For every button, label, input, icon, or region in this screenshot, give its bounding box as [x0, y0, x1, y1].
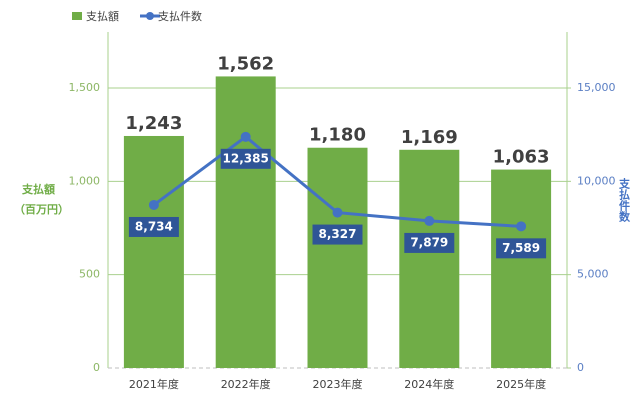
value-label-box: [128, 216, 179, 237]
bar-value-label: 1,180: [309, 125, 366, 146]
y-tick-label: 1,000: [69, 174, 101, 187]
bar-value-label: 1,063: [493, 147, 550, 168]
y-tick-label: 1,500: [69, 81, 101, 94]
line-value-label: 7,589: [502, 241, 540, 255]
y2-axis-label: 支払件数: [618, 177, 632, 223]
bar: [215, 76, 276, 368]
x-tick-label: 2022年度: [221, 377, 271, 391]
value-label-box: [496, 238, 547, 259]
value-label-box: [404, 232, 455, 253]
y2-tick-label: 15,000: [577, 81, 616, 94]
y-axis-label: 支払額: [21, 182, 55, 196]
y-tick-label: 0: [93, 361, 100, 374]
legend-swatch: [72, 12, 82, 20]
x-tick-label: 2023年度: [313, 377, 363, 391]
y-axis-unit: （百万円）: [14, 203, 69, 216]
y-tick-label: 500: [79, 268, 100, 281]
bar-value-label: 1,243: [125, 113, 182, 134]
line-point: [332, 207, 343, 218]
legend-label: 支払額: [86, 9, 119, 23]
legend-marker: [146, 12, 154, 20]
line-point: [516, 221, 527, 232]
bar: [123, 135, 184, 368]
bar-value-label: 1,169: [401, 127, 458, 148]
line-value-label: 12,385: [223, 151, 269, 165]
bar-value-label: 1,562: [217, 53, 274, 74]
bar: [491, 169, 552, 368]
legend-label: 支払件数: [158, 9, 202, 23]
bar: [399, 149, 460, 368]
x-tick-label: 2021年度: [129, 377, 179, 391]
x-tick-label: 2025年度: [496, 377, 546, 391]
line-value-label: 7,879: [410, 235, 448, 249]
bar: [307, 147, 368, 368]
line-point: [148, 199, 159, 210]
line-value-label: 8,734: [135, 219, 173, 233]
y2-tick-label: 5,000: [577, 268, 609, 281]
line-value-label: 8,327: [319, 227, 357, 241]
x-tick-label: 2024年度: [404, 377, 454, 391]
value-label-box: [220, 148, 271, 169]
value-label-box: [312, 224, 363, 245]
line-point: [240, 131, 251, 142]
y2-tick-label: 0: [577, 361, 584, 374]
line-point: [424, 215, 435, 226]
y2-tick-label: 10,000: [577, 174, 616, 187]
